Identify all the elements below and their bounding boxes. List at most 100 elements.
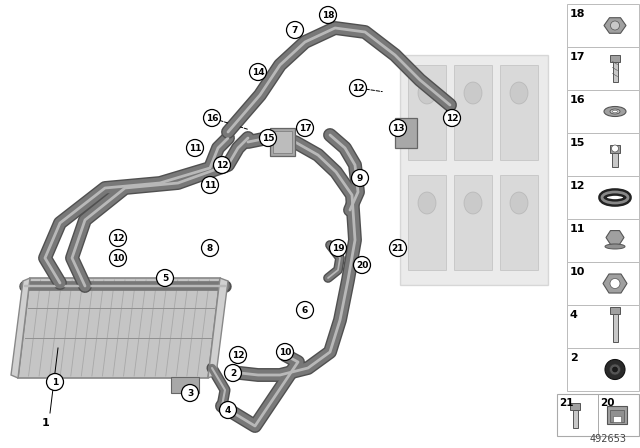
Ellipse shape	[612, 110, 618, 113]
Ellipse shape	[605, 359, 625, 379]
Circle shape	[296, 302, 314, 319]
Text: 2: 2	[570, 353, 578, 363]
Circle shape	[225, 365, 241, 382]
Bar	[171, 377, 199, 393]
Bar	[500, 175, 538, 270]
Circle shape	[610, 279, 620, 289]
Text: 12: 12	[445, 113, 458, 122]
Bar	[454, 175, 492, 270]
Circle shape	[611, 21, 620, 30]
Circle shape	[390, 240, 406, 257]
Ellipse shape	[418, 192, 436, 214]
Bar	[567, 176, 639, 219]
Bar	[567, 90, 639, 133]
Circle shape	[109, 250, 127, 267]
Bar	[400, 55, 548, 285]
Ellipse shape	[604, 107, 626, 116]
Bar	[567, 262, 639, 305]
Circle shape	[351, 169, 369, 186]
Bar	[567, 47, 639, 90]
Text: 12: 12	[232, 350, 244, 359]
Bar	[567, 4, 639, 47]
Bar	[273, 131, 292, 153]
Text: 4: 4	[225, 405, 231, 414]
Circle shape	[611, 145, 618, 152]
Bar	[270, 128, 295, 156]
Bar	[567, 133, 639, 176]
Bar	[610, 410, 624, 422]
Text: 17: 17	[299, 124, 311, 133]
Text: 20: 20	[600, 398, 614, 408]
Text: 11: 11	[189, 143, 201, 152]
Polygon shape	[603, 274, 627, 293]
Bar	[610, 55, 620, 61]
Circle shape	[349, 79, 367, 96]
Text: 12: 12	[112, 233, 124, 242]
Text: 4: 4	[570, 310, 578, 320]
Bar	[567, 305, 639, 348]
Bar	[408, 175, 446, 270]
Text: 15: 15	[262, 134, 275, 142]
Text: 21: 21	[559, 398, 573, 408]
Circle shape	[330, 240, 346, 257]
Text: 12: 12	[570, 181, 586, 191]
Text: 5: 5	[162, 273, 168, 283]
Polygon shape	[11, 278, 30, 378]
Bar	[500, 65, 538, 160]
Circle shape	[296, 120, 314, 137]
Ellipse shape	[609, 364, 621, 375]
Bar	[557, 394, 639, 436]
Circle shape	[287, 22, 303, 39]
Ellipse shape	[464, 192, 482, 214]
Circle shape	[47, 374, 63, 391]
Circle shape	[259, 129, 276, 146]
Text: 10: 10	[570, 267, 586, 277]
Bar	[573, 410, 577, 428]
Text: 1: 1	[52, 378, 58, 387]
Text: 21: 21	[392, 244, 404, 253]
Text: 16: 16	[205, 113, 218, 122]
Circle shape	[214, 156, 230, 173]
Text: 16: 16	[570, 95, 586, 105]
Text: 6: 6	[302, 306, 308, 314]
Text: 11: 11	[570, 224, 586, 234]
Text: 18: 18	[570, 9, 586, 19]
Bar	[408, 65, 446, 160]
Ellipse shape	[418, 82, 436, 104]
Ellipse shape	[510, 82, 528, 104]
Circle shape	[186, 139, 204, 156]
Text: 492653: 492653	[589, 434, 627, 444]
Circle shape	[390, 120, 406, 137]
Text: 7: 7	[292, 26, 298, 34]
Ellipse shape	[612, 367, 618, 372]
Polygon shape	[606, 231, 624, 245]
Circle shape	[444, 109, 461, 126]
Circle shape	[250, 64, 266, 81]
Ellipse shape	[610, 109, 620, 114]
Bar	[607, 406, 627, 424]
Circle shape	[220, 401, 237, 418]
Circle shape	[109, 229, 127, 246]
Bar	[567, 219, 639, 262]
Text: 9: 9	[357, 173, 363, 182]
Bar	[610, 145, 620, 152]
Text: 13: 13	[392, 124, 404, 133]
Text: 12: 12	[216, 160, 228, 169]
Text: 15: 15	[570, 138, 586, 148]
Ellipse shape	[510, 192, 528, 214]
Circle shape	[276, 344, 294, 361]
Bar	[613, 416, 621, 422]
Circle shape	[353, 257, 371, 273]
Circle shape	[202, 240, 218, 257]
Polygon shape	[208, 278, 228, 378]
Text: 19: 19	[332, 244, 344, 253]
Polygon shape	[604, 18, 626, 33]
Circle shape	[202, 177, 218, 194]
Ellipse shape	[605, 244, 625, 249]
Circle shape	[319, 7, 337, 23]
Circle shape	[204, 109, 221, 126]
Text: 12: 12	[352, 83, 364, 92]
Polygon shape	[18, 278, 220, 378]
Circle shape	[157, 270, 173, 287]
Text: 17: 17	[570, 52, 586, 62]
